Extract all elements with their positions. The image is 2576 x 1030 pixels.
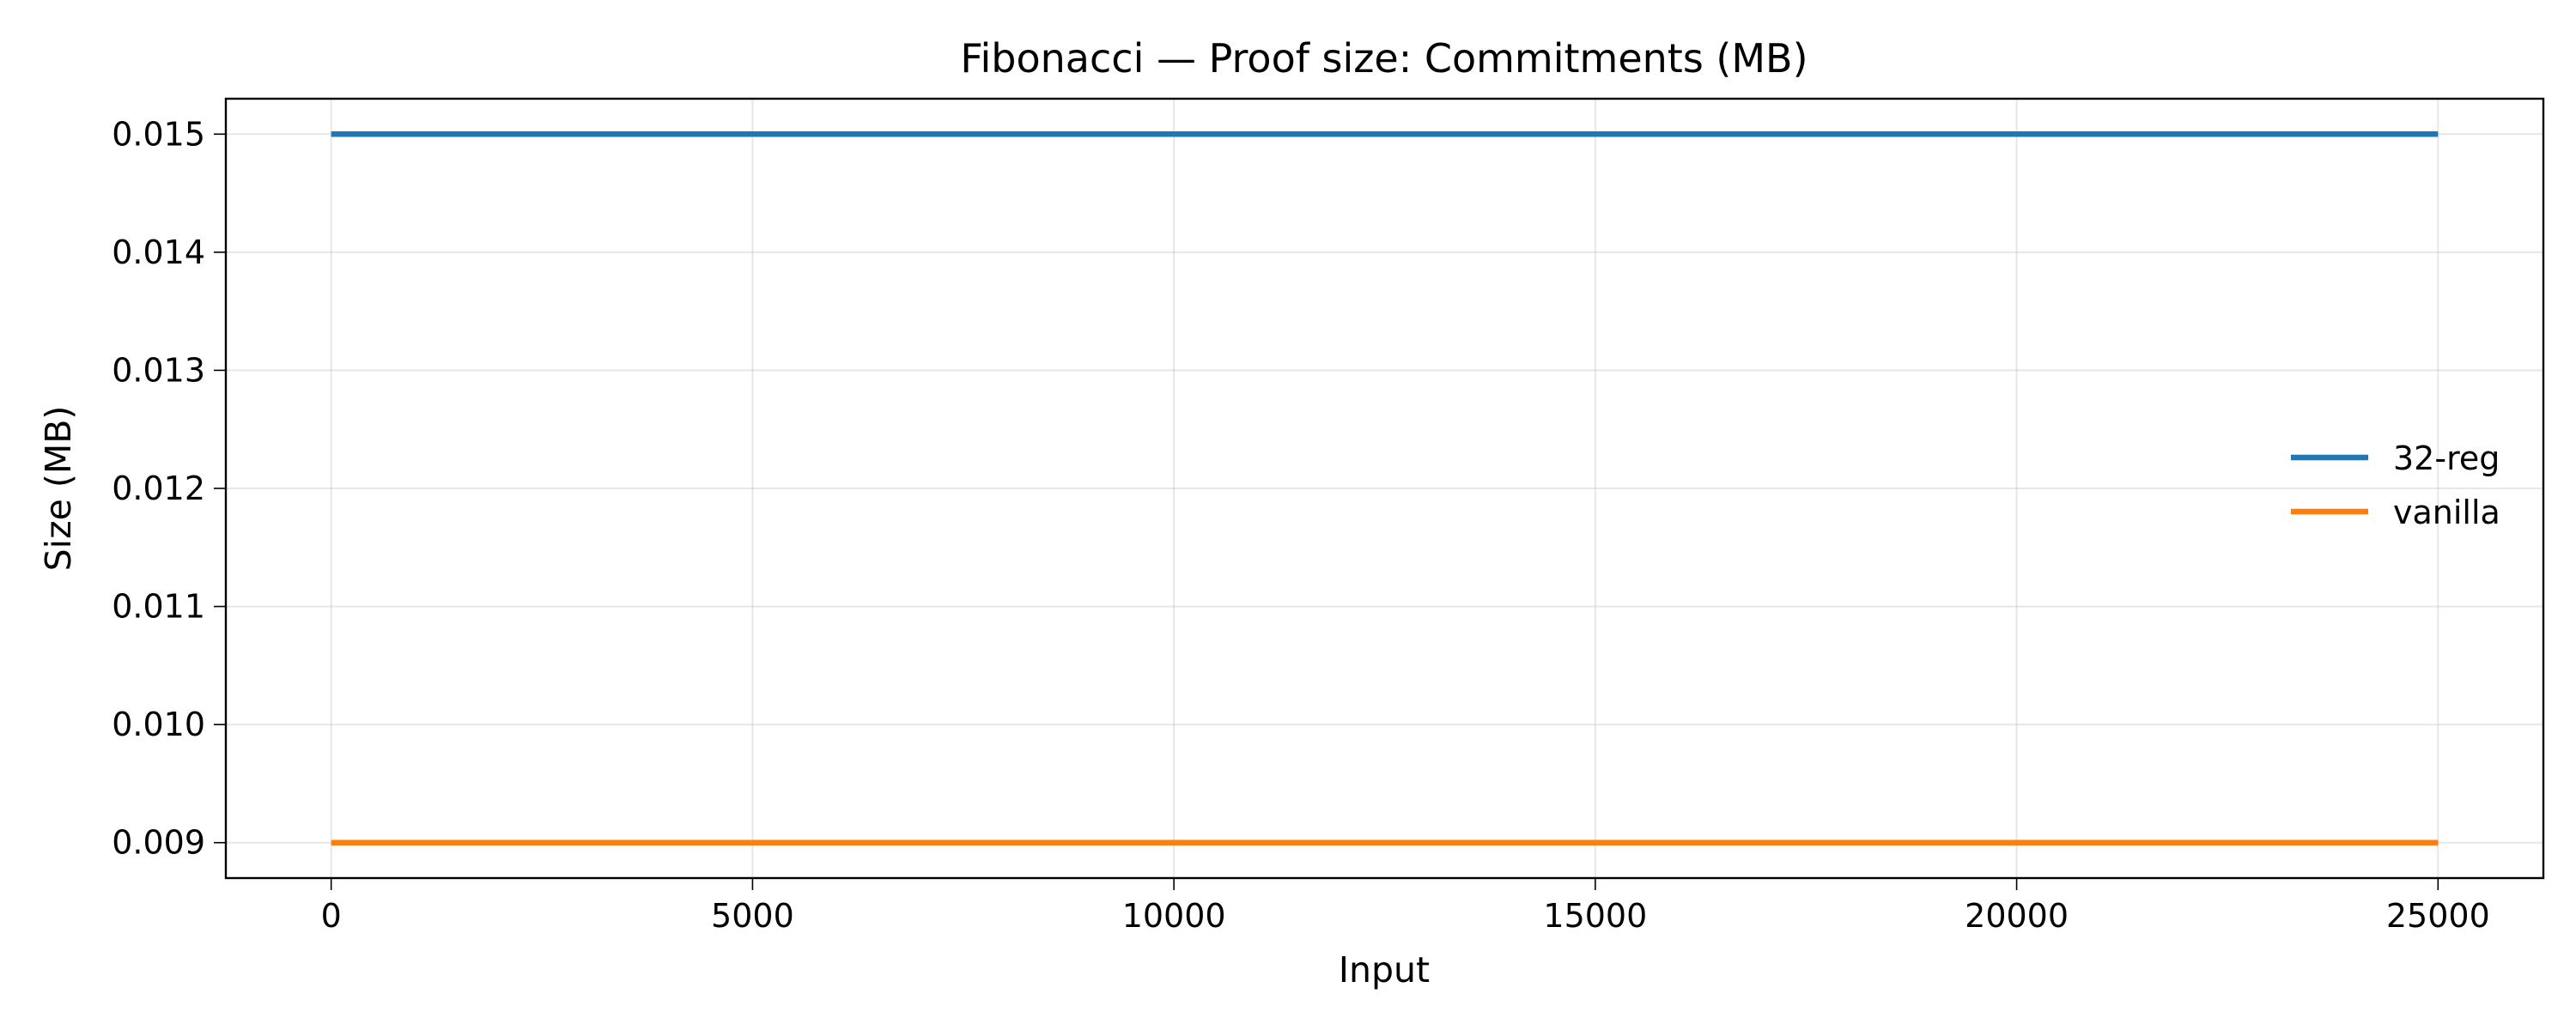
axis-ticks: 0 5000 10000 15000 20000 25000 0.009 0.010 0.011… [112,115,2490,935]
y-tick-label: 0.012 [112,470,205,507]
x-tick-label: 25000 [2386,897,2490,935]
legend-label-vanilla: vanilla [2393,494,2500,531]
y-tick-label: 0.009 [112,824,205,862]
legend-label-32-reg: 32-reg [2393,439,2500,477]
y-tick-label: 0.011 [112,588,205,626]
y-axis-label: Size (MB) [38,406,79,572]
x-axis-label: Input [1339,949,1430,991]
legend: 32-reg vanilla [2291,439,2500,531]
x-tick-label: 20000 [1965,897,2069,935]
series-lines [331,131,2439,845]
x-tick-label: 0 [321,897,342,935]
chart-title: Fibonacci — Proof size: Commitments (MB) [960,35,1807,82]
plot-area-frame [224,97,2545,880]
y-tick-label: 0.015 [112,115,205,153]
x-tick-label: 10000 [1122,897,1226,935]
x-tick-label: 15000 [1543,897,1647,935]
x-tick-label: 5000 [711,897,794,935]
y-tick-label: 0.014 [112,233,205,271]
y-tick-label: 0.010 [112,706,205,743]
y-tick-label: 0.013 [112,351,205,389]
